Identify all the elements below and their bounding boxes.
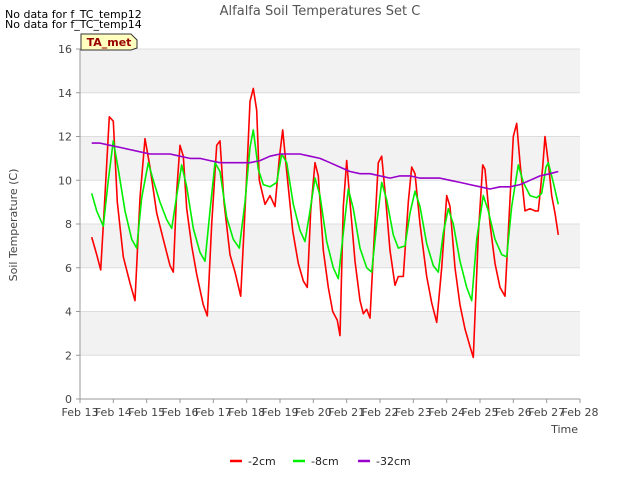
legend-label: -32cm bbox=[376, 455, 411, 468]
legend-label: -2cm bbox=[248, 455, 276, 468]
x-tick-label: Feb 20 bbox=[295, 406, 332, 419]
y-tick-label: 2 bbox=[65, 349, 72, 362]
grid-bands bbox=[80, 48, 580, 400]
series-line-m8cm bbox=[90, 129, 560, 302]
x-tick-label: Feb 19 bbox=[262, 406, 299, 419]
grid-band bbox=[80, 311, 580, 356]
series-lines bbox=[90, 87, 560, 359]
x-tick-label: Feb 16 bbox=[162, 406, 199, 419]
grid-band bbox=[80, 49, 580, 93]
series-line-m32cm bbox=[91, 142, 559, 190]
x-tick-label: Feb 21 bbox=[328, 406, 365, 419]
x-tick-label: Feb 23 bbox=[395, 406, 432, 419]
y-ticks: 0 2 4 6 8 10 12 14 16 bbox=[58, 43, 80, 406]
no-data-note-1: No data for f_TC_temp12 bbox=[5, 8, 142, 21]
x-tick-label: Feb 28 bbox=[562, 406, 599, 419]
x-tick-label: Feb 25 bbox=[462, 406, 499, 419]
y-tick-label: 16 bbox=[58, 43, 72, 56]
x-tick-label: Feb 26 bbox=[495, 406, 532, 419]
y-tick-label: 10 bbox=[58, 174, 72, 187]
x-tick-label: Feb 27 bbox=[528, 406, 565, 419]
x-tick-label: Feb 22 bbox=[362, 406, 399, 419]
x-tick-label: Feb 18 bbox=[228, 406, 265, 419]
y-tick-label: 6 bbox=[65, 262, 72, 275]
x-tick-label: Feb 14 bbox=[95, 406, 132, 419]
x-axis-label: Time bbox=[550, 423, 578, 436]
ta-met-label: TA_met bbox=[87, 36, 132, 49]
y-axis-label: Soil Temperature (C) bbox=[7, 169, 20, 282]
legend-label: -8cm bbox=[311, 455, 339, 468]
y-tick-label: 8 bbox=[65, 218, 72, 231]
legend: -2cm -8cm -32cm bbox=[230, 455, 411, 468]
y-tick-label: 0 bbox=[65, 393, 72, 406]
x-tick-label: Feb 24 bbox=[428, 406, 465, 419]
chart-title: Alfalfa Soil Temperatures Set C bbox=[220, 4, 421, 19]
y-tick-label: 4 bbox=[65, 306, 72, 319]
grid-band bbox=[80, 224, 580, 268]
y-tick-label: 14 bbox=[58, 87, 72, 100]
y-tick-label: 12 bbox=[58, 131, 72, 144]
x-tick-label: Feb 17 bbox=[195, 406, 232, 419]
ta-met-badge: TA_met bbox=[80, 33, 138, 51]
x-tick-label: Feb 15 bbox=[128, 406, 165, 419]
no-data-note-2: No data for f_TC_temp14 bbox=[5, 18, 142, 31]
x-tick-label: Feb 13 bbox=[62, 406, 99, 419]
grid-band bbox=[80, 136, 580, 181]
